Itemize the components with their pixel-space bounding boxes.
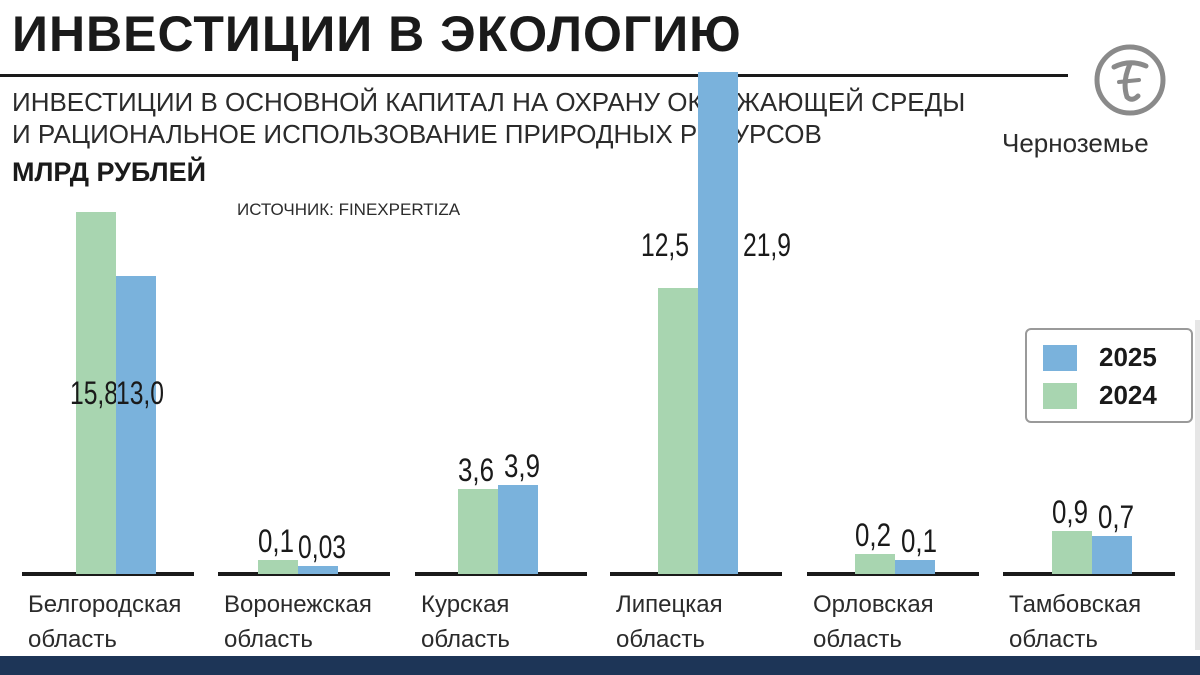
units-label: МЛРД РУБЛЕЙ	[12, 157, 207, 187]
category-label: Белгородская	[28, 591, 181, 618]
bar-2025	[498, 485, 538, 574]
category-label: область	[421, 626, 510, 653]
legend-swatch-2025	[1043, 345, 1077, 371]
bar-2025	[298, 566, 338, 574]
title-divider	[0, 74, 1068, 77]
bar-2025	[116, 276, 156, 574]
page-title: ИНВЕСТИЦИИ В ЭКОЛОГИЮ	[12, 6, 742, 62]
chernozemye-logo-icon	[1092, 42, 1168, 118]
category-label: Липецкая	[616, 591, 723, 618]
bar-2024	[1052, 531, 1092, 574]
legend-label-2024: 2024	[1099, 380, 1157, 410]
bar-2024	[855, 554, 895, 574]
chart-subtitle: ИНВЕСТИЦИИ В ОСНОВНОЙ КАПИТАЛ НА ОХРАНУ …	[12, 86, 965, 150]
category-label: область	[28, 626, 117, 653]
data-label: 12,5	[641, 227, 689, 263]
data-label: 13,0	[116, 375, 164, 411]
data-label: 3,6	[458, 452, 494, 488]
source-note: ИСТОЧНИК: FINEXPERTIZA	[237, 200, 461, 219]
data-label: 0,03	[298, 529, 346, 565]
subtitle-line-1: ИНВЕСТИЦИИ В ОСНОВНОЙ КАПИТАЛ НА ОХРАНУ …	[12, 87, 966, 117]
data-label: 0,1	[901, 523, 937, 559]
data-label: 15,8	[70, 375, 118, 411]
legend-swatch-2024	[1043, 383, 1077, 409]
category-label: Орловская	[813, 591, 934, 618]
chart-legend: 2025 2024	[1025, 328, 1193, 423]
panel-edge	[1195, 320, 1200, 650]
category-label: Тамбовская	[1009, 591, 1141, 618]
category-label: область	[224, 626, 313, 653]
data-label: 21,9	[743, 227, 791, 263]
data-label: 0,7	[1098, 499, 1134, 535]
category-label: Воронежская	[224, 591, 372, 618]
bar-2025	[698, 72, 738, 574]
bar-2025	[1092, 536, 1132, 574]
category-label: область	[1009, 626, 1098, 653]
data-label: 3,9	[504, 448, 540, 484]
bar-2024	[658, 288, 698, 574]
data-label: 0,1	[258, 523, 294, 559]
category-label: Курская	[421, 591, 509, 618]
category-label: область	[813, 626, 902, 653]
category-label: область	[616, 626, 705, 653]
bar-2025	[895, 560, 935, 574]
subtitle-line-2: И РАЦИОНАЛЬНОЕ ИСПОЛЬЗОВАНИЕ ПРИРОДНЫХ Р…	[12, 119, 822, 149]
bar-2024	[76, 212, 116, 574]
bar-2024	[458, 489, 498, 574]
bottom-band	[0, 656, 1200, 675]
bar-2024	[258, 560, 298, 574]
data-label: 0,9	[1052, 494, 1088, 530]
brand-name: Черноземье	[1002, 128, 1149, 158]
data-label: 0,2	[855, 517, 891, 553]
legend-label-2025: 2025	[1099, 342, 1157, 372]
